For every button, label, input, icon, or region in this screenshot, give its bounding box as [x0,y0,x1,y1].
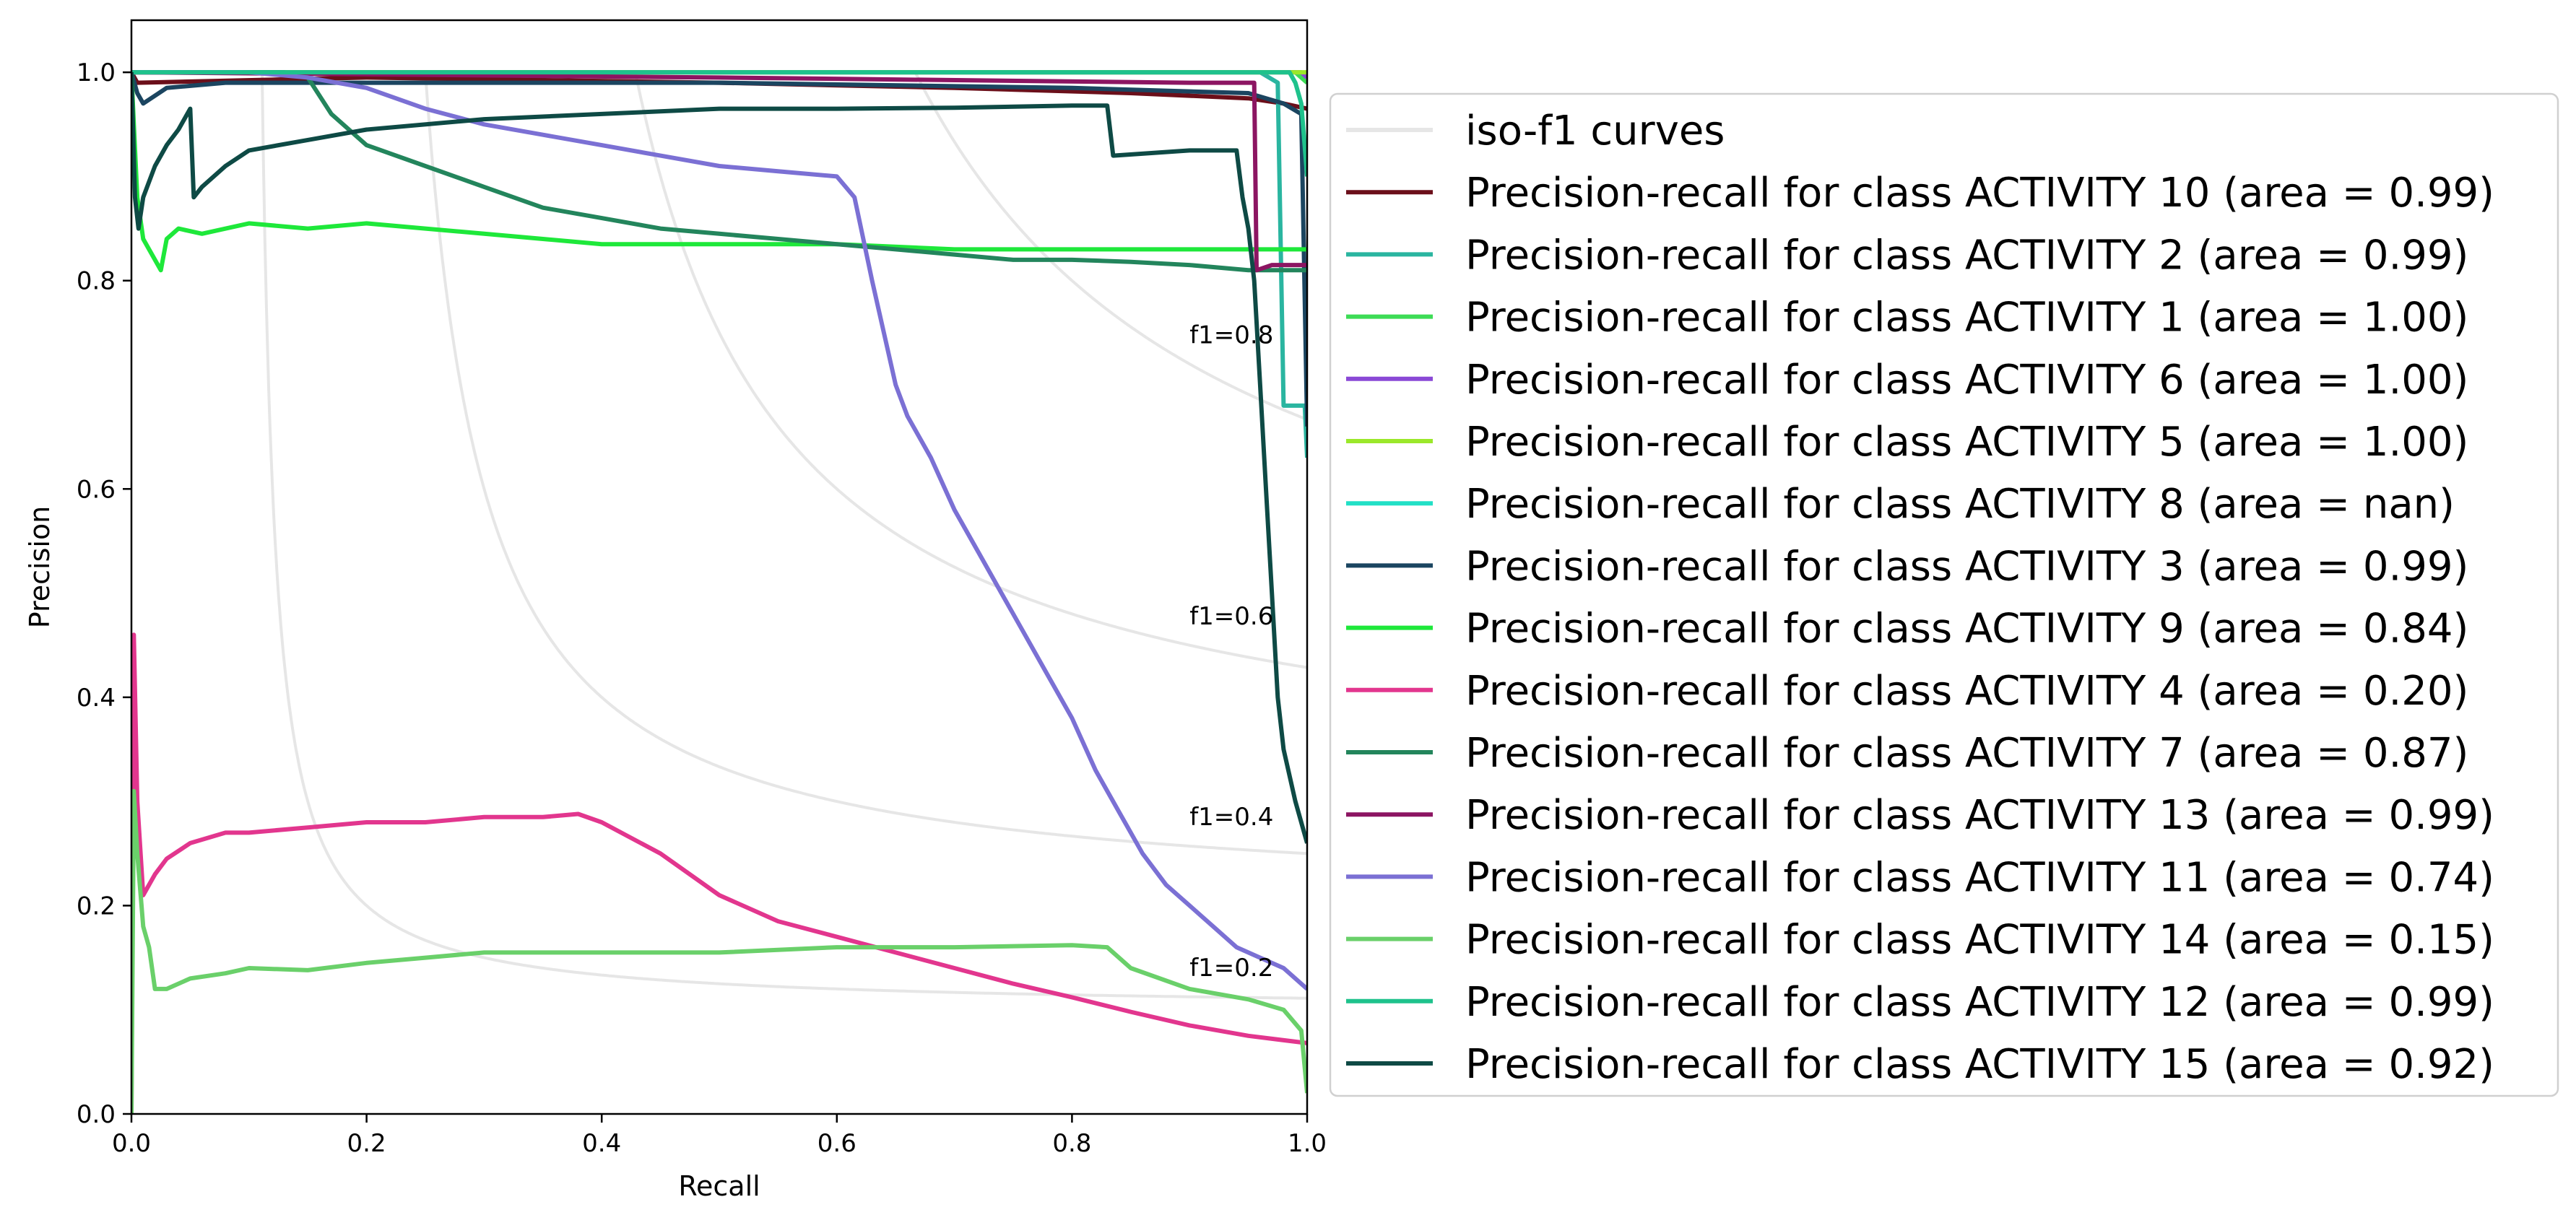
x-tick-label: 0.6 [818,1129,857,1158]
series-line [131,70,1307,177]
legend-entry: Precision-recall for class ACTIVITY 9 (a… [1465,606,2468,653]
series-lines [131,70,1307,1114]
series-line [131,71,1307,427]
series-line [131,70,1307,991]
legend: iso-f1 curves Precision-recall for class … [1329,92,2559,1097]
iso-f1-curve [914,71,1307,421]
y-tick-label: 0.0 [77,1100,116,1129]
legend-entry: Precision-recall for class ACTIVITY 11 (… [1465,854,2494,901]
series-line [131,72,1307,844]
x-tick-label: 1.0 [1288,1129,1327,1158]
series-line [131,71,1307,273]
x-tick-label: 0.4 [582,1129,621,1158]
axis-ticks: 0.0 0.2 0.4 0.6 0.8 1.0 0.0 0.2 0.4 0.6 0.8 1.0 [77,58,1327,1158]
legend-entry: iso-f1 curves [1465,108,1725,154]
legend-entry: Precision-recall for class ACTIVITY 15 (… [1465,1041,2494,1088]
y-tick-label: 0.8 [77,267,116,296]
x-tick-label: 0.2 [347,1129,386,1158]
x-tick-label: 0.8 [1052,1129,1091,1158]
iso-f1-label: f1=0.2 [1189,954,1273,983]
y-tick-label: 1.0 [77,58,116,87]
legend-entry: Precision-recall for class ACTIVITY 14 (… [1465,917,2494,964]
iso-f1-curves [260,71,1307,1000]
x-axis-label: Recall [678,1170,760,1202]
legend-entry: Precision-recall for class ACTIVITY 3 (a… [1465,543,2468,590]
iso-f1-label: f1=0.4 [1189,803,1273,832]
series-line [131,632,1307,1114]
series-line [131,70,1307,273]
iso-f1-curve [424,71,1307,855]
iso-f1-curve [260,72,1307,1000]
legend-entry: Precision-recall for class ACTIVITY 6 (a… [1465,357,2468,404]
y-tick-label: 0.4 [77,684,116,713]
series-line [131,70,1307,458]
legend-entry: Precision-recall for class ACTIVITY 7 (a… [1465,730,2468,777]
y-tick-label: 0.2 [77,892,116,920]
iso-f1-label: f1=0.8 [1189,321,1273,349]
legend-entry: Precision-recall for class ACTIVITY 12 (… [1465,979,2494,1026]
plot-frame [130,19,1309,1115]
iso-f1-curve [633,71,1307,669]
legend-entry: Precision-recall for class ACTIVITY 1 (a… [1465,295,2468,341]
y-axis-label: Precision [24,506,56,629]
iso-f1-label: f1=0.6 [1189,602,1273,631]
legend-entry: Precision-recall for class ACTIVITY 13 (… [1465,792,2494,839]
legend-box [1329,92,2559,1097]
legend-entry: Precision-recall for class ACTIVITY 10 (… [1465,170,2494,217]
legend-entry: Precision-recall for class ACTIVITY 5 (a… [1465,419,2468,466]
series-line [131,788,1307,1114]
legend-entry: Precision-recall for class ACTIVITY 4 (a… [1465,668,2468,715]
y-tick-label: 0.6 [77,475,116,504]
legend-entry: Precision-recall for class ACTIVITY 8 (a… [1465,481,2455,528]
series-line [131,70,1307,273]
legend-entry: Precision-recall for class ACTIVITY 2 (a… [1465,232,2468,279]
x-tick-label: 0.0 [112,1129,151,1158]
